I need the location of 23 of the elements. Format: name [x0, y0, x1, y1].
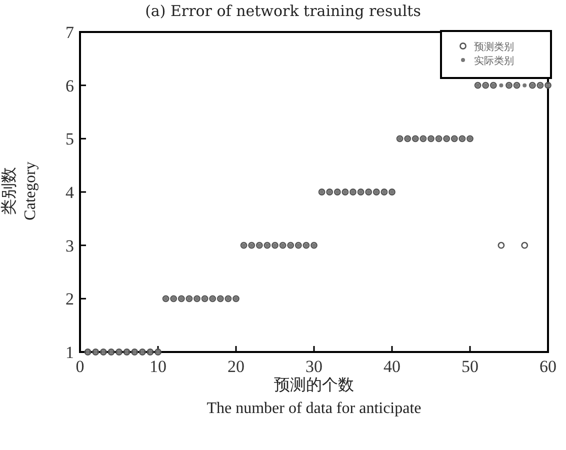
legend-label: 实际类别 — [474, 55, 514, 67]
point — [499, 83, 504, 88]
legend-label: 预测类别 — [474, 41, 514, 53]
y-tick-label: 6 — [66, 76, 74, 96]
x-tick-label: 0 — [76, 357, 84, 376]
point — [498, 242, 505, 249]
x-tick-label: 20 — [228, 357, 244, 376]
x-tick-label: 10 — [150, 357, 166, 376]
point — [522, 83, 527, 88]
y-tick-label: 3 — [66, 236, 74, 256]
y-tick-label: 1 — [66, 343, 74, 362]
x-tick-label: 60 — [540, 357, 556, 376]
point — [521, 242, 528, 249]
x-tick-label: 30 — [306, 357, 322, 376]
x-axis-title: 预测的个数 The number of data for anticipate — [206, 377, 422, 417]
y-axis-title: 类别数 Category — [0, 160, 40, 222]
y-tick-label: 5 — [66, 130, 74, 149]
y-tick-label: 7 — [66, 23, 74, 42]
x-tick-label: 40 — [384, 357, 400, 376]
y-tick-label: 4 — [66, 183, 74, 202]
x-tick-label: 50 — [462, 357, 478, 376]
chart-title: (a) Error of network training results — [144, 2, 422, 20]
y-tick-label: 2 — [66, 290, 74, 309]
